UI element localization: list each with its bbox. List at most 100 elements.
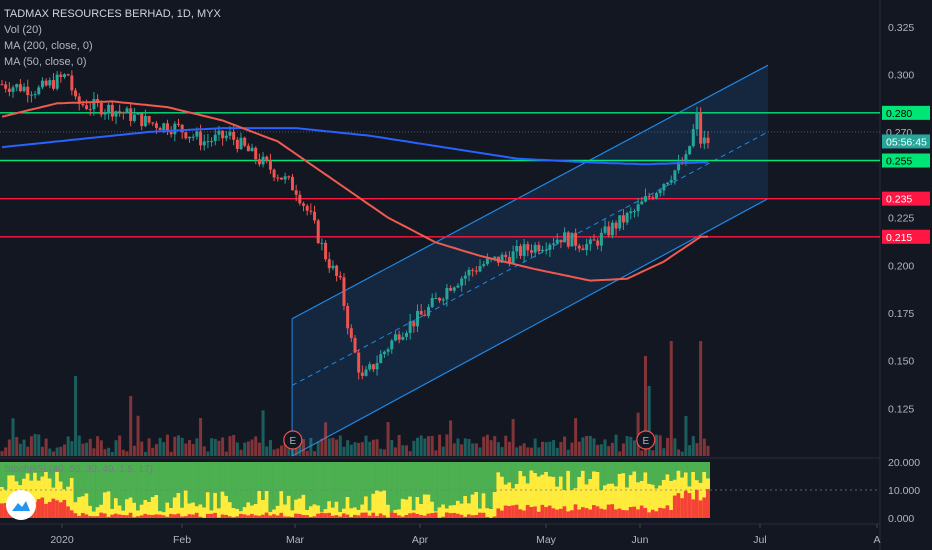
candle[interactable] xyxy=(136,113,140,115)
candle[interactable] xyxy=(504,254,508,258)
candle[interactable] xyxy=(221,130,225,139)
candle[interactable] xyxy=(184,132,188,139)
candle[interactable] xyxy=(195,131,199,137)
candle[interactable] xyxy=(416,310,420,327)
candle[interactable] xyxy=(404,332,408,337)
candle[interactable] xyxy=(522,244,526,256)
candle[interactable] xyxy=(294,190,298,195)
candle[interactable] xyxy=(618,215,622,229)
candle[interactable] xyxy=(364,369,368,376)
candle[interactable] xyxy=(533,244,537,253)
candle[interactable] xyxy=(379,354,383,364)
candle[interactable] xyxy=(4,84,8,89)
candle[interactable] xyxy=(651,197,655,199)
candle[interactable] xyxy=(445,288,449,300)
candle[interactable] xyxy=(397,334,401,340)
candle[interactable] xyxy=(107,104,111,113)
candle[interactable] xyxy=(511,251,515,264)
candle[interactable] xyxy=(412,321,416,327)
candle[interactable] xyxy=(309,210,313,212)
channel-upper-line[interactable] xyxy=(291,64,769,320)
candle[interactable] xyxy=(485,258,489,265)
candle[interactable] xyxy=(202,141,206,146)
candle[interactable] xyxy=(114,111,118,117)
candle[interactable] xyxy=(188,136,192,139)
candle[interactable] xyxy=(305,205,309,211)
candle[interactable] xyxy=(610,222,614,236)
candle[interactable] xyxy=(666,182,670,184)
candle[interactable] xyxy=(265,156,269,161)
candle[interactable] xyxy=(596,240,600,246)
candle[interactable] xyxy=(37,87,41,95)
candle[interactable] xyxy=(18,84,22,92)
candle[interactable] xyxy=(331,265,335,269)
earnings-event-icon[interactable] xyxy=(283,430,303,450)
candle[interactable] xyxy=(423,314,427,316)
candle[interactable] xyxy=(33,94,37,96)
candle[interactable] xyxy=(382,351,386,355)
candle[interactable] xyxy=(298,194,302,204)
candle[interactable] xyxy=(640,201,644,205)
candle[interactable] xyxy=(386,349,390,352)
candle[interactable] xyxy=(143,116,147,127)
candle[interactable] xyxy=(471,269,475,271)
candle[interactable] xyxy=(276,177,280,179)
candle[interactable] xyxy=(110,104,114,117)
candle[interactable] xyxy=(430,298,434,307)
candle[interactable] xyxy=(22,86,26,92)
candle[interactable] xyxy=(66,74,70,76)
candle[interactable] xyxy=(99,102,103,115)
candle[interactable] xyxy=(302,203,306,206)
candle[interactable] xyxy=(427,306,431,316)
candle[interactable] xyxy=(603,226,607,233)
candle[interactable] xyxy=(541,249,545,252)
ma50-line[interactable] xyxy=(1,100,708,282)
candle[interactable] xyxy=(228,131,232,136)
candle[interactable] xyxy=(643,196,647,202)
candle[interactable] xyxy=(346,305,350,329)
candle[interactable] xyxy=(585,244,589,251)
candle[interactable] xyxy=(324,242,328,260)
candle[interactable] xyxy=(438,297,442,301)
candle[interactable] xyxy=(162,123,166,131)
candle[interactable] xyxy=(555,239,559,244)
candle[interactable] xyxy=(581,248,585,251)
candle[interactable] xyxy=(206,141,210,143)
candle[interactable] xyxy=(7,88,11,92)
candle[interactable] xyxy=(467,269,471,276)
candle[interactable] xyxy=(232,131,236,140)
candle[interactable] xyxy=(371,364,375,370)
candle[interactable] xyxy=(48,80,52,86)
candle[interactable] xyxy=(169,131,173,135)
candle[interactable] xyxy=(55,74,59,89)
candle[interactable] xyxy=(140,113,144,127)
candle[interactable] xyxy=(349,328,353,338)
candle[interactable] xyxy=(658,190,662,194)
candle[interactable] xyxy=(452,287,456,291)
candle[interactable] xyxy=(408,321,412,333)
candle[interactable] xyxy=(507,257,511,264)
candle[interactable] xyxy=(70,75,74,91)
candle[interactable] xyxy=(257,159,261,165)
candle[interactable] xyxy=(191,136,195,138)
candle[interactable] xyxy=(11,87,15,92)
candle[interactable] xyxy=(44,80,48,86)
candle[interactable] xyxy=(217,130,221,135)
candle[interactable] xyxy=(268,160,272,170)
candle[interactable] xyxy=(0,84,4,86)
candle[interactable] xyxy=(180,124,184,133)
channel-lower-line[interactable] xyxy=(291,198,769,457)
candle[interactable] xyxy=(655,193,659,199)
candle[interactable] xyxy=(570,232,574,247)
candle[interactable] xyxy=(224,135,228,139)
candle[interactable] xyxy=(518,245,522,256)
candle[interactable] xyxy=(463,275,467,279)
candle[interactable] xyxy=(544,249,548,251)
candle[interactable] xyxy=(673,170,677,181)
candle[interactable] xyxy=(393,334,397,341)
candle[interactable] xyxy=(632,211,636,213)
candle[interactable] xyxy=(537,244,541,252)
candle[interactable] xyxy=(552,243,556,245)
candle[interactable] xyxy=(129,108,133,121)
candle[interactable] xyxy=(26,86,30,96)
